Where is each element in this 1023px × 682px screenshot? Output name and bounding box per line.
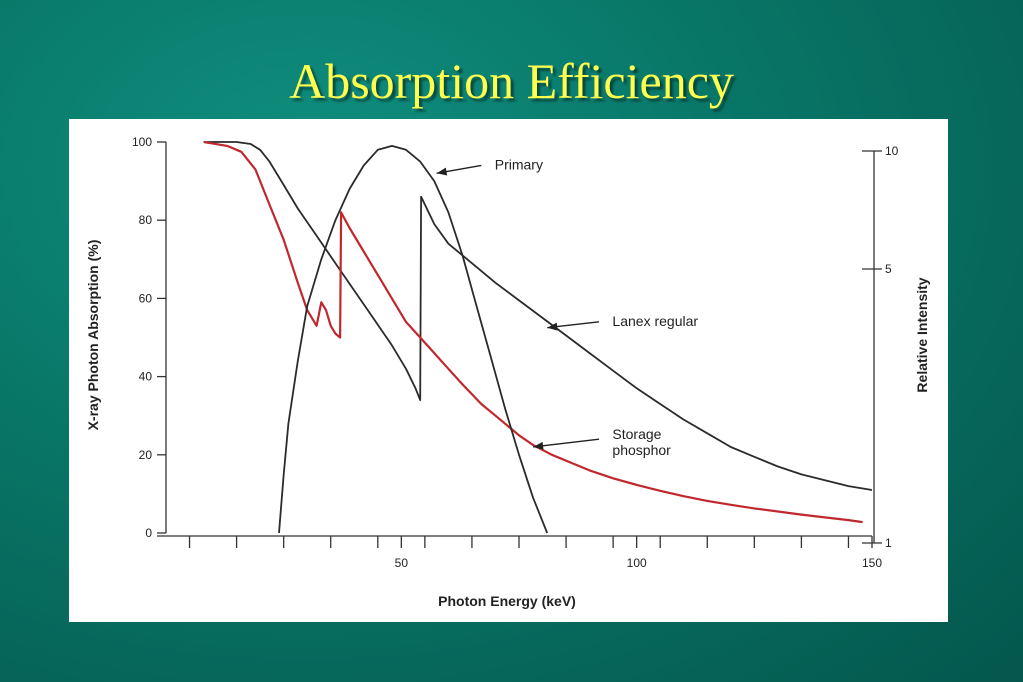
y-tick-label: 60 <box>139 291 153 305</box>
series-line-storage-phosphor <box>203 140 863 524</box>
y2-tick-label: 5 <box>885 262 892 276</box>
x-tick-label: 50 <box>395 556 409 570</box>
y2-tick-label: 10 <box>885 144 899 158</box>
annotation-label: Lanex regular <box>612 313 698 329</box>
y-tick-label: 100 <box>132 135 152 149</box>
series-layer <box>203 140 873 534</box>
annotation-label: Storage <box>612 426 661 442</box>
y-tick-label: 40 <box>139 370 153 384</box>
annotation-arrowhead <box>436 167 448 176</box>
x-tick-label: 100 <box>627 556 647 570</box>
x-tick-label: 150 <box>862 556 882 570</box>
y2-axis-title: Relative Intensity <box>914 277 930 392</box>
y-tick-label: 0 <box>145 526 152 540</box>
annotation-arrowhead <box>547 322 558 331</box>
slide-title: Absorption Efficiency <box>289 53 734 109</box>
y-axis-title: X-ray Photon Absorption (%) <box>85 240 101 431</box>
series-line-primary <box>278 145 549 534</box>
chart-panel: 0 20 40 60 80 100 50 100 150 1 5 10 Primary Lanex re… <box>69 119 948 622</box>
annotation-label: Primary <box>495 156 543 172</box>
x-axis-title: Photon Energy (keV) <box>438 593 576 609</box>
annotation-arrow-line <box>533 438 600 448</box>
series-line-lanex-regular <box>203 141 873 491</box>
annotation-arrowhead <box>533 441 544 450</box>
y-tick-label: 20 <box>139 448 153 462</box>
y2-tick-label: 1 <box>885 536 892 550</box>
y-tick-label: 80 <box>139 213 153 227</box>
annotation-label: phosphor <box>612 442 671 458</box>
